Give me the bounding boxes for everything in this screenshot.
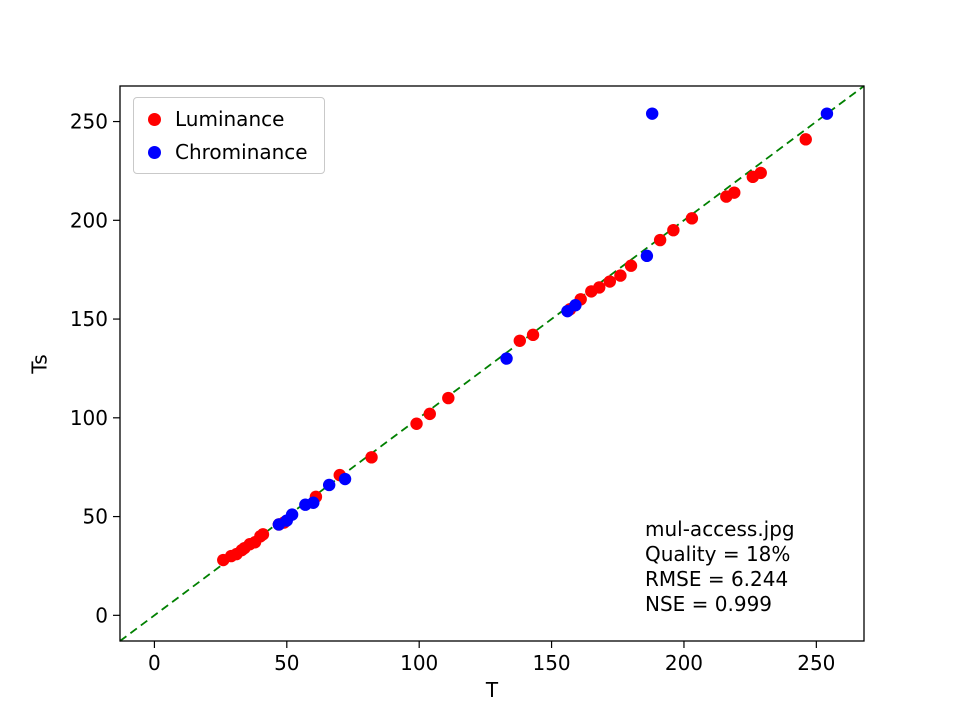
luminance-point — [410, 417, 423, 430]
luminance-marker-icon — [148, 112, 161, 126]
luminance-point — [593, 281, 606, 294]
x-tick-label: 50 — [274, 651, 299, 675]
chrominance-point — [500, 352, 513, 365]
legend: Luminance Chrominance — [133, 97, 325, 174]
luminance-point — [728, 186, 741, 199]
legend-item-chrominance: Chrominance — [148, 140, 308, 164]
y-tick-label: 100 — [70, 406, 108, 430]
y-tick-label: 250 — [70, 110, 108, 134]
luminance-point — [614, 269, 627, 282]
legend-label-chrominance: Chrominance — [175, 140, 308, 164]
y-tick-label: 0 — [95, 603, 108, 627]
chrominance-marker-icon — [148, 145, 161, 159]
luminance-point — [423, 407, 436, 421]
y-axis-label: Ts — [27, 354, 52, 374]
annotation-block: mul-access.jpg Quality = 18% RMSE = 6.24… — [645, 517, 795, 617]
chrominance-point — [645, 107, 659, 120]
legend-item-luminance: Luminance — [148, 107, 308, 131]
luminance-point — [513, 334, 527, 347]
luminance-point — [685, 212, 699, 225]
chrominance-point — [322, 478, 336, 492]
annotation-quality: Quality = 18% — [645, 542, 791, 566]
x-tick-label: 0 — [148, 651, 161, 675]
identity-line — [119, 85, 865, 642]
luminance-point — [754, 166, 767, 180]
chrominance-point — [307, 496, 320, 509]
axes-frame — [119, 85, 865, 642]
chrominance-point — [338, 472, 352, 486]
luminance-point — [624, 259, 638, 272]
luminance-point — [603, 275, 617, 288]
luminance-point — [799, 133, 812, 146]
x-tick-label: 250 — [797, 651, 835, 675]
chrominance-point — [820, 107, 834, 120]
annotation-rmse: RMSE = 6.244 — [645, 567, 789, 591]
luminance-point — [667, 223, 680, 237]
x-tick-label: 100 — [400, 651, 438, 675]
x-tick-label: 200 — [665, 651, 703, 675]
luminance-point — [256, 528, 270, 541]
luminance-point — [653, 233, 667, 247]
y-tick-label: 50 — [83, 505, 108, 529]
chrominance-point — [640, 249, 654, 263]
chrominance-point — [569, 299, 582, 312]
annotation-nse: NSE = 0.999 — [645, 592, 773, 616]
chrominance-point — [285, 508, 299, 521]
x-axis-label: T — [485, 678, 499, 702]
luminance-point — [526, 328, 540, 342]
y-tick-label: 200 — [70, 208, 108, 232]
luminance-point — [442, 391, 455, 405]
x-tick-label: 150 — [532, 651, 570, 675]
legend-label-luminance: Luminance — [175, 107, 285, 131]
y-tick-label: 150 — [70, 307, 108, 331]
annotation-filename: mul-access.jpg — [645, 517, 795, 541]
luminance-point — [365, 451, 378, 464]
